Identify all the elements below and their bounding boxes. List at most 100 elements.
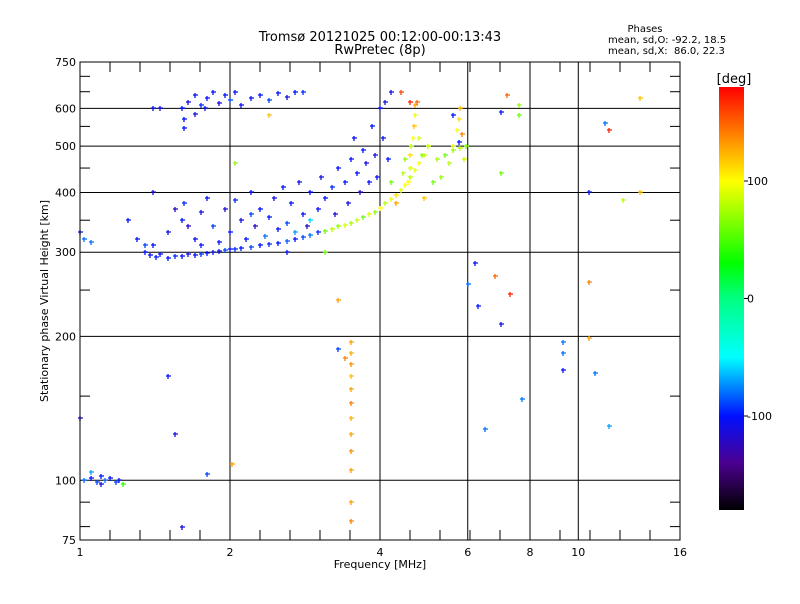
y-tick-label: 200: [55, 330, 76, 343]
y-tick-label: 500: [55, 140, 76, 153]
data-point: [151, 190, 156, 195]
data-point: [114, 480, 119, 485]
data-point: [499, 322, 504, 327]
data-point: [458, 146, 463, 151]
data-point: [349, 401, 354, 406]
data-point: [323, 196, 328, 201]
data-point: [349, 362, 354, 367]
data-point: [349, 519, 354, 524]
data-point: [443, 153, 448, 158]
data-point: [408, 153, 413, 158]
data-point: [399, 188, 404, 193]
data-point: [233, 90, 238, 95]
data-point: [223, 93, 228, 98]
data-point: [249, 190, 254, 195]
data-point: [361, 148, 366, 153]
data-point: [370, 124, 375, 129]
data-point: [381, 136, 386, 141]
data-point: [383, 100, 388, 105]
data-point: [367, 180, 372, 185]
data-point: [258, 207, 263, 212]
data-point: [199, 252, 204, 257]
data-point: [293, 237, 298, 242]
data-point: [305, 224, 310, 229]
colorbar-tick-label: 100: [747, 175, 768, 188]
y-tick-label: 75: [62, 534, 76, 547]
data-point: [263, 234, 268, 239]
data-point: [378, 106, 383, 111]
colorbar-label: [deg]: [717, 72, 752, 87]
data-point: [403, 183, 408, 188]
data-point: [193, 112, 198, 117]
data-point: [217, 240, 222, 245]
data-point: [281, 185, 286, 190]
y-tick-label: 100: [55, 474, 76, 487]
data-point: [373, 153, 378, 158]
data-point: [375, 175, 380, 180]
colorbar-tick-label: -100: [747, 410, 772, 423]
data-point: [199, 210, 204, 215]
data-point: [126, 218, 131, 223]
data-point: [431, 180, 436, 185]
data-point: [426, 144, 431, 149]
data-point: [349, 468, 354, 473]
data-point: [99, 474, 104, 479]
axis-ticks: 1 2 4 6 8 10 16 75 100 200 300 400 500 600 750: [55, 56, 687, 559]
data-point: [349, 432, 354, 437]
data-point: [505, 93, 510, 98]
data-point: [217, 101, 222, 106]
data-point: [330, 185, 335, 190]
data-point: [349, 449, 354, 454]
data-point: [349, 416, 354, 421]
data-point: [154, 255, 159, 260]
data-point: [166, 256, 171, 261]
data-point: [333, 212, 338, 217]
data-point: [346, 201, 351, 206]
data-point: [180, 525, 185, 530]
data-point: [413, 168, 418, 173]
data-point: [355, 171, 360, 176]
data-point: [466, 282, 471, 287]
data-point: [301, 90, 306, 95]
data-point: [587, 280, 592, 285]
data-point: [411, 136, 416, 141]
data-point: [121, 482, 126, 487]
data-point: [180, 106, 185, 111]
data-point: [361, 215, 366, 220]
stats-heading: Phases: [627, 24, 662, 35]
data-point: [193, 253, 198, 258]
data-point: [349, 387, 354, 392]
data-point: [82, 478, 87, 483]
data-point: [293, 90, 298, 95]
chart-subtitle: RwPretec (8p): [334, 43, 425, 58]
data-point: [211, 250, 216, 255]
data-point: [476, 304, 481, 309]
data-point: [415, 100, 420, 105]
data-point: [267, 113, 272, 118]
data-point: [373, 210, 378, 215]
data-point: [103, 478, 108, 483]
data-point: [285, 221, 290, 226]
data-point: [301, 212, 306, 217]
data-point: [228, 247, 233, 252]
data-point: [301, 235, 306, 240]
data-point: [182, 126, 187, 131]
data-point: [316, 230, 321, 235]
data-point: [258, 243, 263, 248]
data-point: [180, 218, 185, 223]
data-point: [158, 106, 163, 111]
data-point: [349, 221, 354, 226]
data-point: [408, 100, 413, 105]
data-point: [308, 218, 313, 223]
data-point: [638, 96, 643, 101]
data-point: [412, 124, 417, 129]
data-point: [409, 144, 414, 149]
scatter-points: [78, 90, 643, 530]
data-point: [399, 90, 404, 95]
data-point: [408, 166, 413, 171]
data-point: [499, 110, 504, 115]
data-point: [186, 224, 191, 229]
data-point: [166, 230, 171, 235]
data-point: [499, 171, 504, 176]
data-point: [422, 196, 427, 201]
